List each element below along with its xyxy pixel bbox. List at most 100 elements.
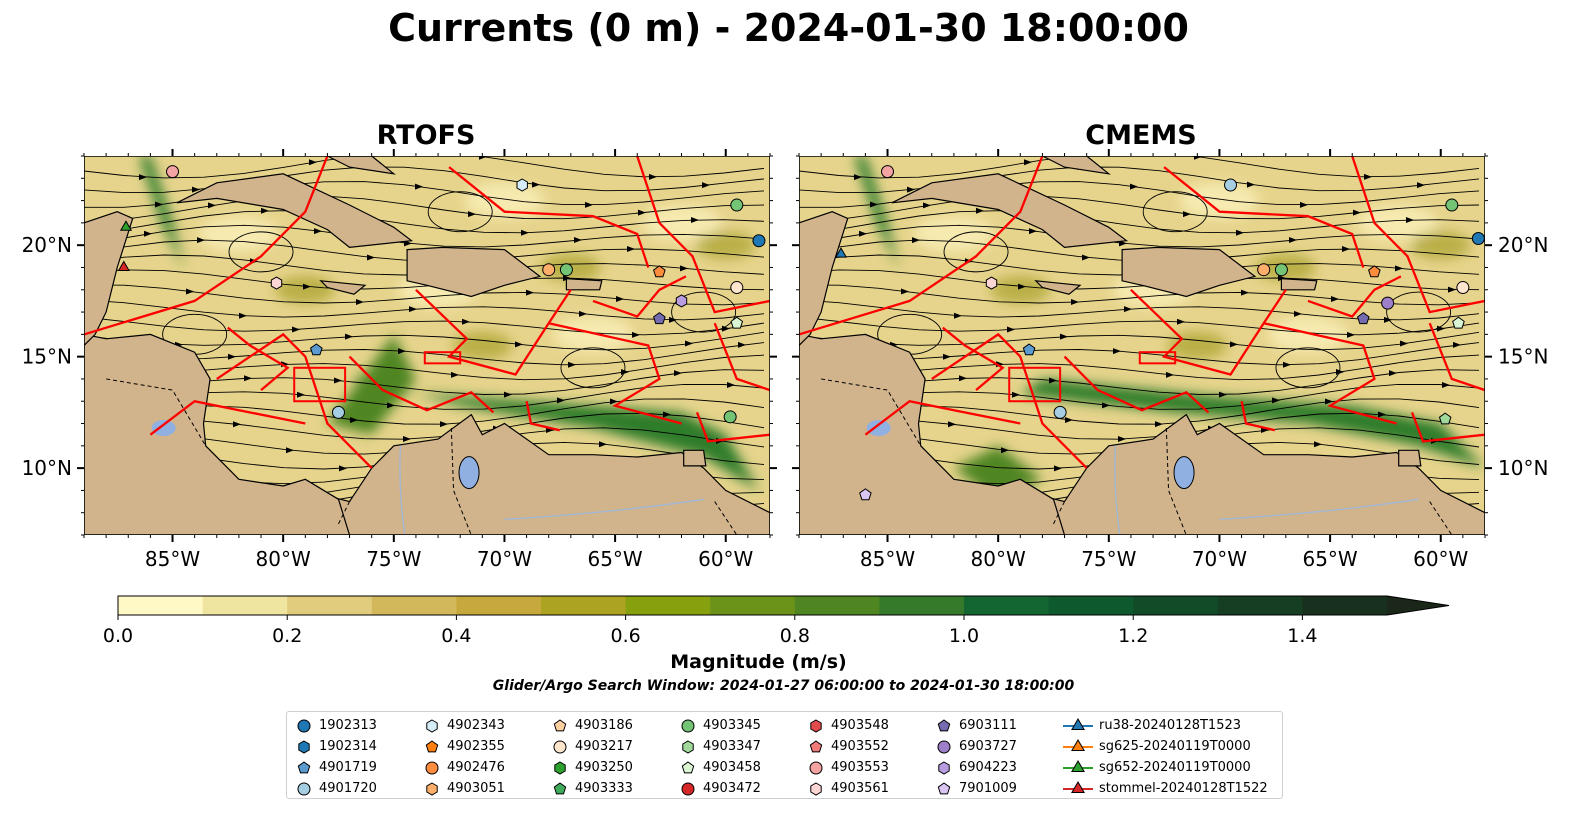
eez-line [84, 156, 329, 336]
colorbar-segment [1217, 596, 1303, 615]
legend-item: 6904223 [933, 757, 1017, 778]
legend: 1902313 1902314 4901719 4901720 4902343 49023… [286, 711, 1283, 799]
eddy-streamline [1142, 191, 1208, 233]
colorbar-segment [287, 596, 373, 615]
moderate-current-patch [275, 275, 336, 304]
streamline-arrow [1230, 341, 1238, 348]
lon-tick-label: 85°W [860, 547, 915, 571]
lon-tick-label: 65°W [587, 547, 642, 571]
figure-title: Currents (0 m) - 2024-01-30 18:00:00 [388, 6, 1189, 50]
eez-line [227, 326, 290, 391]
streamline-arrow [1102, 402, 1110, 409]
streamline-arrow [870, 201, 878, 208]
streamline-arrow [948, 421, 956, 428]
eez-line [636, 156, 770, 314]
observation-marker [117, 260, 130, 271]
streamline-arrow [409, 306, 417, 313]
legend-label: 4903186 [575, 718, 633, 733]
streamline-arrow [1018, 283, 1026, 290]
streamline-arrow [649, 173, 657, 180]
streamline-arrow [139, 174, 147, 181]
legend-item: 6903111 [933, 715, 1017, 736]
lon-tick-label: 60°W [698, 547, 753, 571]
central-america-land [799, 333, 1066, 535]
eez-box [1008, 366, 1062, 403]
legend-symbol [937, 740, 951, 753]
observation-marker [1274, 263, 1288, 277]
legend-label: 4902476 [447, 760, 505, 775]
legend-marker-hexagon-icon [554, 760, 566, 775]
streamline-arrow [144, 230, 152, 237]
observation-marker [1357, 312, 1370, 325]
panel-title-rtofs: RTOFS [376, 120, 476, 151]
observation-marker [542, 263, 556, 277]
legend-column: 6903111 6903727 6904223 7901009 [933, 715, 1017, 799]
streamline [799, 254, 1480, 276]
observation-marker [119, 220, 133, 231]
streamline-arrow [192, 186, 200, 193]
jamaica-land [319, 280, 367, 295]
legend-item: 6903727 [933, 736, 1017, 757]
streamline-arrow [1331, 296, 1339, 303]
eez-line [216, 332, 373, 469]
legend-item: 4903552 [805, 736, 889, 757]
slow-current-patch [1267, 316, 1348, 353]
eez-line [1163, 166, 1365, 268]
legend-marker-circle-icon [681, 719, 695, 732]
river [1219, 498, 1419, 521]
streamline-arrow [186, 288, 194, 295]
streamline-arrow [943, 353, 951, 360]
legend-item: sg625-20240119T0000 [1061, 736, 1268, 757]
eez-boundaries [799, 156, 1485, 469]
colorbar-segment [456, 596, 542, 615]
streamline-arrow [1272, 397, 1280, 404]
observation-marker [752, 234, 766, 248]
streamline-arrow [1336, 368, 1344, 375]
observation-marker [1452, 316, 1465, 329]
legend-symbol [553, 781, 567, 794]
legend-item: 4902476 [421, 757, 505, 778]
streamline-arrow [959, 375, 967, 382]
country-borders [106, 378, 738, 535]
legend-symbol [937, 781, 951, 794]
observation-marker [730, 316, 744, 329]
colorbar-tick-label: 0.8 [780, 625, 810, 647]
streamline-arrow [954, 312, 962, 319]
legend-marker-pentagon-icon [809, 739, 823, 752]
lake-nicaragua [151, 419, 176, 436]
legend-item: 1902314 [293, 736, 377, 757]
streamline-arrow [1012, 391, 1020, 398]
colorbar-tick-label: 0.0 [103, 625, 133, 647]
colorbar-label: Magnitude (m/s) [670, 651, 847, 673]
streamline-arrow [923, 202, 931, 209]
legend-item: 4903333 [549, 778, 633, 799]
streamline-arrow [1001, 447, 1009, 454]
observation-marker [516, 178, 528, 192]
streamline-arrow [627, 245, 635, 252]
streamline-arrow [1241, 289, 1249, 296]
observation-marker [310, 343, 323, 356]
slow-current-patch [464, 182, 545, 219]
streamline [799, 166, 1480, 194]
streamline-arrow [1314, 441, 1322, 448]
observation-marker [653, 265, 666, 278]
hispaniola-land [1121, 246, 1257, 298]
eez-line [415, 288, 572, 376]
rivers [399, 445, 704, 535]
streamline-arrow [345, 333, 353, 340]
legend-column: 4903186 4903217 4903250 4903333 [549, 715, 633, 799]
streamline-arrow [468, 211, 476, 218]
legend-item: 4903472 [677, 778, 761, 799]
legend-symbol [810, 718, 822, 733]
legend-label: 4903472 [703, 781, 761, 796]
legend-marker-pentagon-icon [937, 781, 951, 794]
moderate-current-patch [990, 275, 1051, 304]
streamline-arrow [585, 201, 593, 208]
legend-label: 1902314 [319, 739, 377, 754]
legend-symbol [297, 719, 311, 732]
legend-column: 1902313 1902314 4901719 4901720 [293, 715, 377, 799]
legend-marker-hexagon-icon [810, 718, 822, 733]
streamline-arrow [261, 207, 269, 214]
streamline-arrow [854, 174, 862, 181]
streamline-arrow [616, 296, 624, 303]
